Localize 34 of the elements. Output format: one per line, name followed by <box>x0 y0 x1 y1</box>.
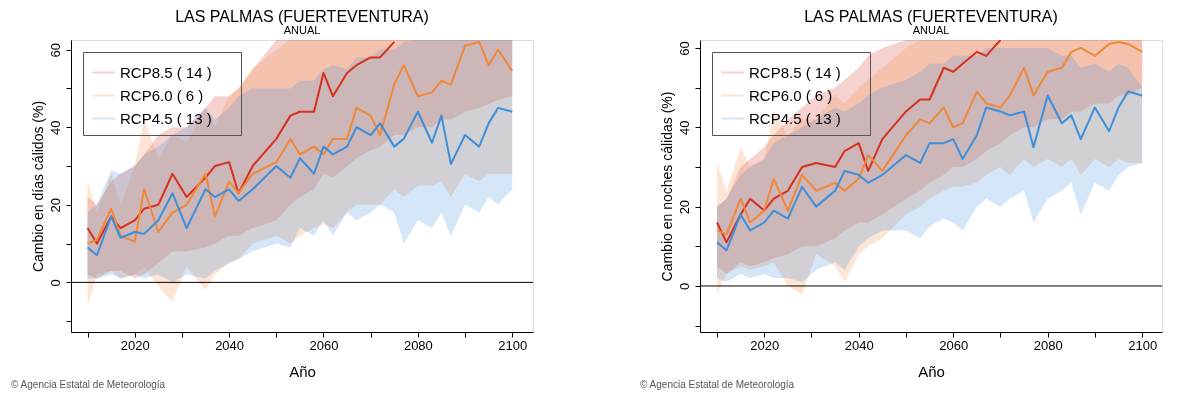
text: © Agencia Estatal de Meteorología <box>640 379 795 390</box>
y-tick-label: 60 <box>676 41 692 56</box>
x-tick-label: 2080 <box>1033 337 1063 353</box>
x-axis-title: Año <box>918 362 945 380</box>
legend-label: RCP4.5 ( 13 ) <box>749 109 841 127</box>
y-axis-title: Cambio en noches cálidas (%) <box>658 91 675 282</box>
y-tick-label: 0 <box>47 279 63 287</box>
x-tick-label: 2060 <box>309 337 339 353</box>
x-tick-label: 2060 <box>939 337 969 353</box>
x-tick-label: 2020 <box>750 337 780 353</box>
chart-subtitle: ANUAL <box>912 24 950 36</box>
text: © Agencia Estatal de Meteorología <box>11 379 166 390</box>
x-tick-label: 2100 <box>498 337 528 353</box>
x-tick-label: 2020 <box>120 337 150 353</box>
y-axis-title: Cambio en días cálidos (%) <box>29 100 46 273</box>
chart-subtitle: ANUAL <box>283 24 321 36</box>
legend-label: RCP6.0 ( 6 ) <box>120 86 204 104</box>
y-tick-label: 20 <box>676 199 692 215</box>
chart-title: LAS PALMAS (FUERTEVENTURA) <box>804 8 1058 25</box>
y-tick-label: 40 <box>676 120 692 136</box>
x-tick-label: 2080 <box>403 337 433 353</box>
chart-title: LAS PALMAS (FUERTEVENTURA) <box>175 8 429 25</box>
legend-label: RCP6.0 ( 6 ) <box>749 86 833 104</box>
legend-label: RCP8.5 ( 14 ) <box>120 63 212 81</box>
x-tick-label: 2040 <box>844 337 874 353</box>
y-tick-label: 60 <box>47 42 63 58</box>
legend-label: RCP8.5 ( 14 ) <box>749 63 841 81</box>
y-tick-label: 40 <box>47 120 63 135</box>
x-tick-label: 2100 <box>1128 337 1158 353</box>
x-axis-title: Año <box>289 362 316 380</box>
y-tick-label: 0 <box>676 282 692 291</box>
legend-label: RCP4.5 ( 13 ) <box>120 109 212 127</box>
x-tick-label: 2040 <box>215 337 245 353</box>
y-tick-label: 20 <box>47 198 63 213</box>
